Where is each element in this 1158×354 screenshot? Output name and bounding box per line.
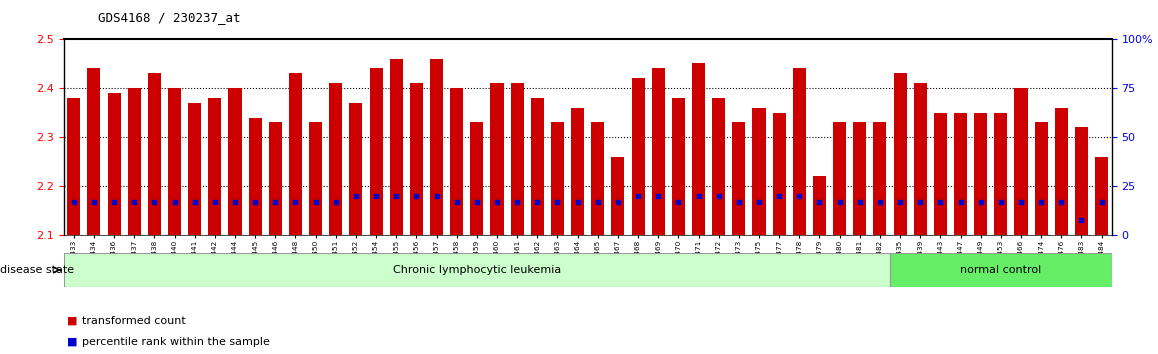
Text: Chronic lymphocytic leukemia: Chronic lymphocytic leukemia — [393, 265, 560, 275]
Bar — [87, 68, 101, 235]
Bar — [491, 83, 504, 235]
Bar — [1095, 157, 1108, 235]
Bar — [974, 113, 988, 235]
Bar — [249, 118, 262, 235]
Bar — [652, 68, 665, 235]
Bar — [1075, 127, 1089, 235]
Bar — [853, 122, 866, 235]
Text: disease state: disease state — [0, 265, 74, 275]
Bar — [753, 108, 765, 235]
Bar — [208, 98, 221, 235]
Text: percentile rank within the sample: percentile rank within the sample — [82, 337, 270, 347]
Bar — [891, 253, 1112, 287]
Bar — [64, 253, 891, 287]
Bar — [511, 83, 523, 235]
Bar — [1055, 108, 1068, 235]
Bar — [1014, 88, 1027, 235]
Bar — [329, 83, 343, 235]
Bar — [631, 78, 645, 235]
Bar — [692, 63, 705, 235]
Bar — [914, 83, 926, 235]
Bar — [369, 68, 382, 235]
Bar — [793, 68, 806, 235]
Bar — [350, 103, 362, 235]
Bar — [228, 88, 242, 235]
Bar — [672, 98, 684, 235]
Bar — [933, 113, 947, 235]
Bar — [148, 73, 161, 235]
Bar — [390, 58, 403, 235]
Text: ■: ■ — [67, 337, 78, 347]
Bar — [995, 113, 1007, 235]
Text: normal control: normal control — [960, 265, 1041, 275]
Bar — [1034, 122, 1048, 235]
Bar — [269, 122, 281, 235]
Bar — [168, 88, 181, 235]
Bar — [450, 88, 463, 235]
Bar — [127, 88, 141, 235]
Bar — [530, 98, 544, 235]
Bar — [410, 83, 423, 235]
Bar — [188, 103, 201, 235]
Bar — [894, 73, 907, 235]
Bar — [288, 73, 302, 235]
Bar — [732, 122, 746, 235]
Text: GDS4168 / 230237_at: GDS4168 / 230237_at — [98, 11, 241, 24]
Bar — [712, 98, 725, 235]
Text: transformed count: transformed count — [82, 316, 186, 326]
Bar — [309, 122, 322, 235]
Bar — [551, 122, 564, 235]
Bar — [430, 58, 444, 235]
Bar — [833, 122, 846, 235]
Bar — [67, 98, 80, 235]
Bar — [592, 122, 604, 235]
Text: ■: ■ — [67, 316, 78, 326]
Bar — [470, 122, 483, 235]
Bar — [611, 157, 624, 235]
Bar — [813, 176, 826, 235]
Bar — [873, 122, 887, 235]
Bar — [108, 93, 120, 235]
Bar — [772, 113, 785, 235]
Bar — [571, 108, 584, 235]
Bar — [954, 113, 967, 235]
